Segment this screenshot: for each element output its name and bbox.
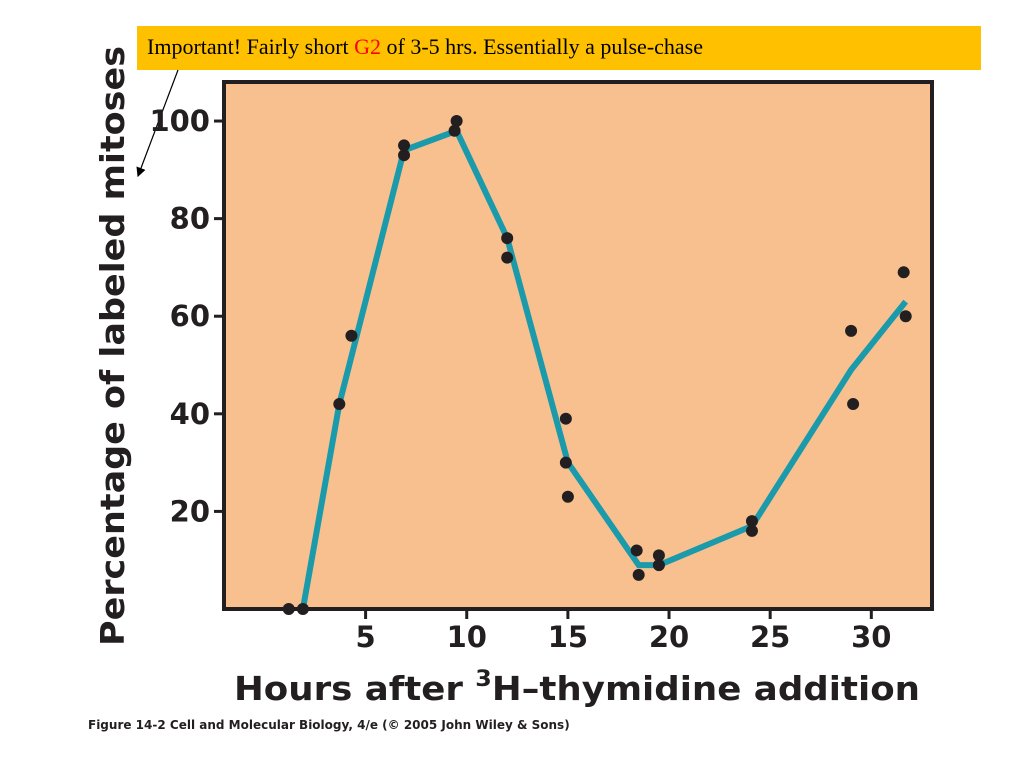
y-axis-ticks: 20 40 60 80 100 [149, 104, 224, 528]
data-point [345, 329, 358, 342]
y-tick-label: 100 [149, 104, 210, 138]
data-point [745, 515, 758, 528]
data-point [501, 251, 514, 264]
x-tick-label: 15 [548, 620, 588, 654]
callout-banner: Important! Fairly short G2 of 3-5 hrs. E… [137, 26, 981, 70]
data-point [847, 398, 860, 411]
callout-highlight: G2 [354, 34, 382, 59]
x-axis-title-suffix: H–thymidine addition [492, 669, 920, 708]
callout-text-end: of 3-5 hrs. Essentially a pulse-chase [381, 34, 703, 59]
data-point [398, 139, 411, 152]
y-tick-label: 20 [170, 494, 210, 528]
data-point [450, 115, 463, 128]
data-point [561, 490, 574, 503]
x-axis-title-prefix: Hours after [234, 669, 475, 708]
data-point [333, 398, 346, 411]
plot-area [222, 80, 934, 611]
data-point [296, 603, 309, 615]
data-point [845, 324, 858, 337]
data-point [899, 310, 912, 323]
data-point [745, 524, 758, 537]
data-point [559, 456, 572, 469]
data-point [448, 124, 461, 137]
data-point [501, 232, 514, 245]
figure-caption: Figure 14-2 Cell and Molecular Biology, … [88, 718, 570, 732]
x-tick-label: 10 [447, 620, 487, 654]
x-tick-label: 5 [356, 620, 376, 654]
x-axis-title-superscript: 3 [475, 667, 492, 692]
x-axis-ticks: 5 10 15 20 25 30 [356, 609, 891, 654]
data-point [652, 559, 665, 572]
y-tick-label: 80 [170, 202, 210, 236]
data-point [632, 568, 645, 581]
callout-text: Important! Fairly short [147, 34, 355, 59]
y-tick-label: 60 [170, 299, 210, 333]
x-axis-title: Hours after 3H–thymidine addition [234, 667, 920, 708]
data-point [652, 549, 665, 562]
data-point [897, 266, 910, 279]
data-point [630, 544, 643, 557]
x-tick-label: 30 [851, 620, 891, 654]
data-point [559, 412, 572, 425]
y-axis-title: Percentage of labeled mitoses [93, 46, 132, 646]
callout-arrow [136, 69, 179, 178]
series-layer [282, 115, 912, 615]
data-point [398, 149, 411, 162]
x-tick-label: 20 [649, 620, 689, 654]
x-tick-label: 25 [750, 620, 790, 654]
y-tick-label: 40 [170, 397, 210, 431]
data-point [282, 603, 295, 615]
